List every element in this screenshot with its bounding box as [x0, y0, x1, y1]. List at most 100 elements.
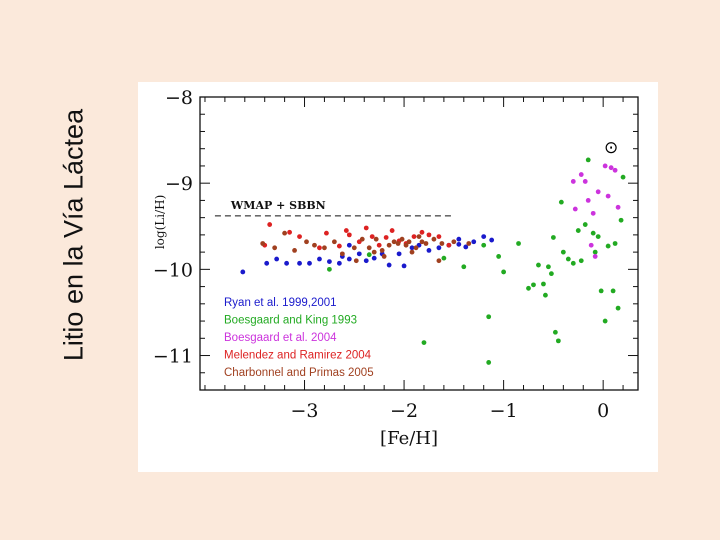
data-point	[336, 243, 342, 249]
data-point	[297, 234, 302, 240]
data-point	[366, 252, 372, 258]
data-point	[327, 266, 332, 272]
y-tick-label: −10	[153, 259, 193, 281]
data-point	[359, 236, 365, 242]
scatter-chart: −3 −2 −1 0−8−9−10−11 WMAP + SBBN ⊙ [Fe/H] l…	[153, 87, 639, 449]
data-point	[516, 241, 521, 246]
series-3	[262, 222, 452, 251]
data-point	[317, 245, 322, 251]
wmap-label: WMAP + SBBN	[230, 199, 326, 212]
data-point	[386, 242, 392, 248]
series-1	[327, 157, 626, 365]
data-point	[615, 305, 621, 311]
data-point	[605, 243, 611, 249]
data-point	[391, 239, 397, 245]
data-point	[436, 245, 442, 251]
data-point	[585, 198, 591, 203]
data-point	[403, 242, 409, 248]
x-tick-label: −2	[390, 400, 418, 422]
data-point	[327, 259, 332, 264]
data-point	[578, 172, 584, 177]
data-point	[339, 251, 345, 257]
data-point	[565, 256, 571, 262]
legend-entry: Charbonnel and Primas 2005	[224, 367, 374, 379]
data-point	[456, 241, 462, 247]
data-point	[419, 239, 425, 245]
data-point	[274, 256, 280, 262]
data-point	[336, 260, 342, 266]
data-point	[610, 288, 616, 294]
legend-entry: Melendez and Ramirez 2004	[224, 350, 372, 362]
data-point	[395, 241, 401, 246]
data-point	[411, 234, 417, 240]
data-point	[389, 228, 395, 233]
data-point	[419, 229, 425, 235]
data-point	[441, 255, 447, 261]
data-point	[501, 269, 507, 275]
data-point	[426, 232, 432, 238]
legend-entry: Boesgaard and King 1993	[224, 315, 357, 327]
data-point	[363, 258, 369, 264]
data-point	[260, 241, 266, 246]
data-point	[536, 262, 541, 268]
data-point	[356, 251, 362, 257]
data-point	[543, 292, 548, 298]
data-point	[322, 245, 327, 251]
data-point	[620, 174, 626, 180]
data-point	[324, 230, 329, 236]
data-point	[456, 236, 462, 242]
data-point	[292, 247, 297, 253]
data-point	[287, 229, 292, 235]
data-point	[436, 258, 442, 264]
data-point	[466, 241, 472, 246]
x-tick-label: 0	[597, 400, 609, 422]
data-point	[489, 237, 495, 243]
data-point	[481, 242, 487, 248]
data-point	[595, 234, 601, 240]
data-point	[582, 222, 588, 227]
data-point	[343, 228, 349, 233]
data-point	[399, 236, 405, 242]
data-point	[373, 236, 379, 242]
chart-figure: −3 −2 −1 0 −8 −9 −10 −11 WMAP + SBBN ⊙ [Fe/H] l…	[138, 82, 658, 472]
data-point	[546, 264, 551, 270]
data-point	[284, 260, 290, 266]
data-point	[423, 241, 429, 246]
plot-frame	[199, 96, 639, 391]
data-point	[572, 206, 578, 212]
data-point	[602, 318, 608, 324]
y-axis-label: log(Li/H)	[153, 195, 167, 249]
data-point	[618, 217, 624, 223]
data-point	[582, 179, 588, 184]
data-point	[366, 245, 372, 251]
data-point	[346, 232, 352, 238]
y-tick-label: −8	[165, 87, 193, 109]
y-tick-label: −11	[153, 346, 193, 368]
data-point	[406, 239, 412, 245]
x-tick-label: −1	[490, 400, 518, 422]
data-point	[436, 234, 442, 240]
slide-title-text: Litio en la Vía Láctea	[58, 108, 89, 362]
data-point	[592, 254, 598, 259]
data-point	[401, 263, 407, 269]
data-point	[409, 245, 415, 251]
slide-title: Litio en la Vía Láctea	[52, 20, 96, 450]
data-point	[602, 163, 608, 169]
data-point	[486, 360, 492, 365]
data-point	[605, 193, 611, 199]
data-point	[578, 258, 584, 264]
data-point	[272, 245, 278, 251]
data-point	[346, 242, 352, 248]
data-point	[297, 260, 302, 266]
x-axis-label: [Fe/H]	[380, 428, 438, 449]
data-point	[612, 167, 618, 173]
data-point	[615, 204, 621, 210]
data-point	[312, 242, 317, 248]
data-point	[426, 247, 432, 253]
data-point	[541, 281, 546, 287]
data-point	[558, 199, 564, 205]
data-point	[369, 234, 375, 240]
data-point	[396, 251, 402, 257]
data-point	[379, 247, 385, 253]
data-point	[608, 165, 614, 171]
